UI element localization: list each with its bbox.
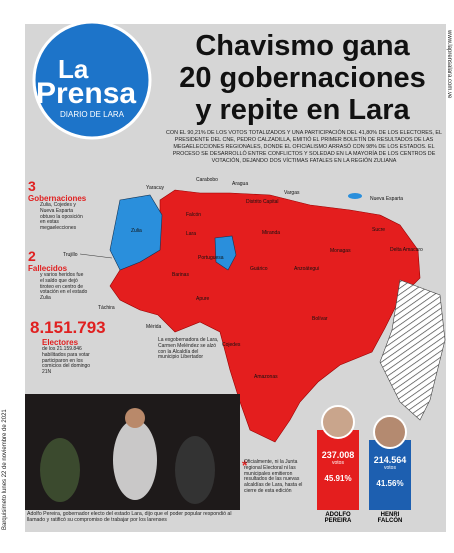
- candidate-name: ADOLFO PEREIRA: [312, 512, 364, 524]
- headline-line: y repite en Lara: [195, 94, 410, 126]
- map-label: Guárico: [250, 266, 268, 272]
- stat-number: 3: [28, 178, 36, 194]
- map-label: Amazonas: [254, 374, 278, 380]
- map-label: Delta Amacuro: [390, 247, 423, 253]
- photo-figure: [113, 420, 157, 500]
- map-esequibo: [379, 279, 446, 421]
- logo-la: La: [58, 54, 89, 84]
- map-label: Trujillo: [63, 252, 78, 258]
- map-label: Zulia: [131, 228, 142, 234]
- headline-line: Chavismo gana: [195, 30, 410, 62]
- stat-text: de los 21.159.846 habilitados para votar…: [42, 346, 91, 375]
- map-label: Vargas: [284, 190, 300, 196]
- map-label: Sucre: [372, 227, 386, 233]
- photo-pereira: [321, 405, 355, 439]
- stat-label: Gobernaciones: [28, 194, 87, 203]
- note: Oficialmente, ni la Junta regional Elect…: [244, 459, 303, 494]
- map-cojedes: [214, 235, 237, 271]
- map-label: Falcón: [186, 212, 202, 218]
- map-label: Barinas: [172, 272, 189, 278]
- stat-label: Fallecidos: [28, 264, 68, 273]
- map-label: Cojedes: [222, 342, 241, 348]
- votes-label: votos: [332, 460, 344, 466]
- first-name: HENRI: [380, 512, 400, 518]
- last-name: PEREIRA: [324, 518, 352, 524]
- map-label: Táchira: [98, 305, 115, 311]
- stat: 2 Fallecidos y varios heridos fue el sal…: [28, 248, 108, 302]
- candidate-name: HENRI FALCÓN: [364, 512, 416, 524]
- votes: 214.564: [373, 455, 407, 465]
- map-label: Bolívar: [312, 316, 328, 322]
- map-label: Apure: [196, 296, 210, 302]
- stat-text: y varios heridos fue el saldo que dejó t…: [40, 272, 88, 301]
- bar-pereira: [317, 430, 359, 510]
- logo-circle: [32, 20, 152, 140]
- map-label: Monagas: [330, 248, 351, 254]
- candidate: 214.564 votos 41.56%: [369, 455, 411, 488]
- map-label: Aragua: [232, 181, 249, 187]
- map-label: Portuguesa: [198, 255, 224, 261]
- summary: CON EL 90,21% DE LOS VOTOS TOTALIZADOS Y…: [165, 130, 443, 165]
- headline-line: 20 gobernaciones: [179, 62, 426, 94]
- map-label: Anzoátegui: [294, 266, 320, 272]
- votes: 237.008: [321, 450, 355, 460]
- stat-text: Zulia, Cojedes y Nueva Esparta obtuvo la…: [40, 202, 83, 231]
- map-label: Miranda: [262, 230, 281, 236]
- stat: 3 Gobernaciones Zulia, Cojedes y Nueva E…: [28, 178, 108, 232]
- photo-figure: [175, 436, 215, 504]
- photo-head: [125, 408, 145, 428]
- leader-line: [79, 253, 113, 259]
- map-nueva-esparta: [348, 193, 362, 199]
- headline: Chavismo gana 20 gobernaciones y repite en…: [160, 30, 445, 126]
- map-zulia: [109, 194, 163, 271]
- map-label: Lara: [186, 231, 197, 237]
- last-name: FALCÓN: [377, 518, 403, 524]
- map-label: Nueva Esparta: [370, 196, 404, 202]
- note: La exgobernadora de Lara, Carmen Melénde…: [158, 337, 219, 361]
- percent: 41.56%: [376, 479, 404, 488]
- first-name: ADOLFO: [325, 512, 351, 518]
- map-label: Mérida: [146, 324, 162, 330]
- map-label: Yaracuy: [146, 185, 164, 191]
- asterisk: *: [180, 317, 186, 333]
- map-label: Carabobo: [196, 177, 218, 183]
- percent: 45.91%: [324, 474, 352, 483]
- stat-number: 8.151.793: [30, 318, 106, 337]
- logo-tagline: DIARIO DE LARA: [60, 110, 125, 119]
- votes-label: votos: [384, 465, 396, 471]
- asterisk: *: [242, 457, 248, 473]
- stat: 8.151.793 Electores de los 21.159.846 ha…: [30, 318, 140, 376]
- photo-figure: [40, 438, 80, 502]
- logo-prensa: Prensa: [36, 77, 137, 110]
- map-label: Distrito Capital: [246, 199, 279, 205]
- photo-falcon: [373, 415, 407, 449]
- stat-number: 2: [28, 248, 36, 264]
- photo-caption: Adolfo Pereira, gobernador electo del es…: [27, 511, 232, 523]
- map-red: [109, 189, 421, 443]
- candidate: 237.008 votos 45.91%: [317, 450, 359, 483]
- stat-label: Electores: [42, 338, 79, 347]
- bar-falcon: [369, 440, 411, 510]
